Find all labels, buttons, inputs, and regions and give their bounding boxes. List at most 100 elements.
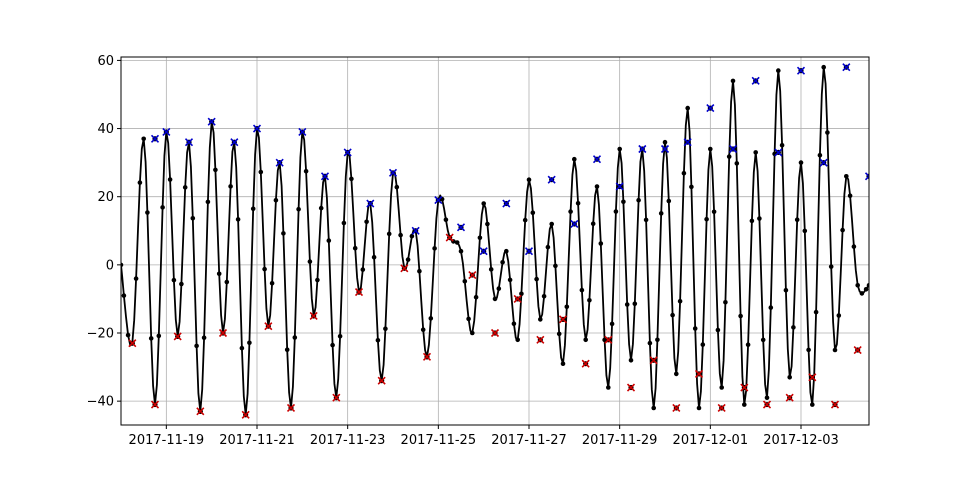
series-point [281,231,286,236]
series-point [194,343,199,349]
series-point [341,220,347,226]
series-point [216,271,222,277]
series-point [443,217,449,222]
series-point [205,199,211,205]
series-point [658,211,664,216]
series-point [617,146,622,152]
series-point [575,201,581,206]
series-point [125,332,131,338]
max-marker [796,66,806,75]
y-tick-label: 60 [97,54,114,69]
series-point [798,160,804,165]
min-marker [468,271,477,280]
series-point [704,216,709,222]
series-point [470,330,475,336]
series-point [530,210,536,215]
series-point [692,326,698,331]
min-marker [694,369,704,378]
min-marker [400,264,409,273]
series-point [674,371,679,377]
series-point [454,240,460,245]
series-point [602,337,607,343]
series-point [148,336,154,341]
series-point [757,216,762,221]
series-point [269,281,275,286]
series-point [258,169,264,175]
min-marker [286,403,296,413]
series-point [496,286,502,291]
max-marker [434,196,443,205]
min-marker [332,393,341,402]
series-point [224,279,230,285]
series-point [213,167,218,173]
y-tick-label: 20 [97,190,114,205]
series-point [594,184,600,189]
min-marker [830,400,840,409]
series-point [553,263,558,269]
max-marker [275,158,284,167]
series-point [590,221,596,226]
series-point [817,152,823,158]
series-point [409,233,415,239]
min-marker [422,352,432,361]
min-marker [717,403,726,413]
series-point [526,177,532,182]
series-point [500,260,505,265]
series-point [677,298,683,304]
series-point [121,262,124,268]
series-point [836,313,842,318]
series-point [515,337,520,343]
series-point [235,217,241,222]
min-marker [762,400,772,409]
max-marker [502,199,511,208]
series-point [145,210,150,215]
max-marker [638,144,647,154]
series-point [613,209,619,214]
series-point [330,342,335,348]
max-marker [320,172,330,181]
series-point [262,266,267,272]
series-point [794,217,800,222]
series-point [708,146,713,152]
series-point [587,298,592,303]
series-point [685,105,690,111]
series-point [458,248,464,254]
plot-area [121,63,869,419]
series-point [647,340,653,346]
x-tick-label: 2017-11-25 [401,433,477,448]
series-point [855,283,860,288]
series-point [182,185,188,190]
series-point [405,257,411,262]
series-point [360,267,366,272]
series-point [662,139,668,145]
series-point [821,64,826,70]
series-point [844,174,849,179]
series-point [572,156,577,162]
max-marker [184,138,194,147]
series-point [171,277,177,283]
series-point [734,161,740,166]
series-point [726,154,732,159]
series-point [549,221,554,227]
series-point [828,264,834,269]
series-point [477,235,483,241]
series-point [375,338,381,343]
y-tick-label: 40 [97,122,114,137]
series-point [651,405,656,411]
series-point [371,254,377,260]
x-tick-label: 2017-11-23 [310,433,386,448]
max-marker [819,158,828,167]
series-point [700,342,706,347]
max-marker [660,144,670,154]
min-marker [196,407,205,416]
max-marker [230,138,239,147]
series-point [840,227,845,233]
series-point [156,333,162,339]
series-point [428,316,434,321]
series-point [598,241,604,246]
series-point [779,142,785,148]
min-marker [513,294,522,303]
x-tick-label: 2017-12-03 [763,433,839,448]
series-point [749,218,755,224]
